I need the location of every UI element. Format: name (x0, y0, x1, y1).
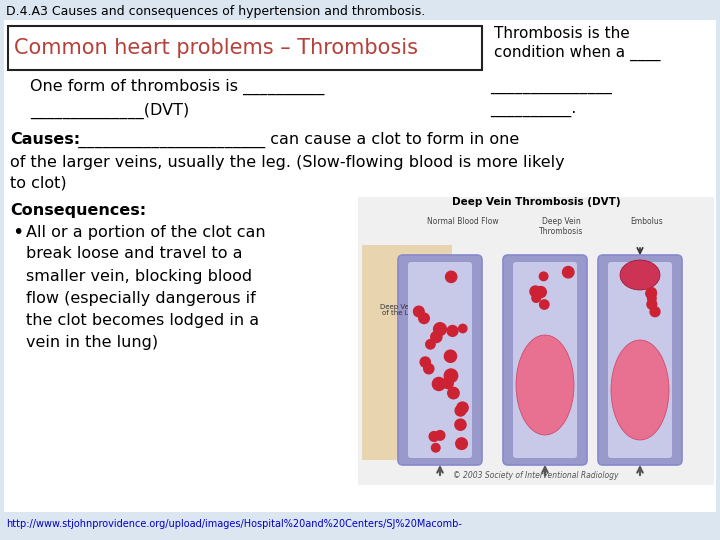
Circle shape (431, 443, 440, 452)
Circle shape (432, 377, 446, 390)
Text: to clot): to clot) (10, 176, 67, 191)
Text: flow (especially dangerous if: flow (especially dangerous if (26, 291, 256, 306)
Text: Deep Vein Thrombosis (DVT): Deep Vein Thrombosis (DVT) (451, 197, 621, 207)
Circle shape (647, 299, 657, 309)
Circle shape (650, 307, 660, 316)
Circle shape (456, 438, 467, 449)
Ellipse shape (611, 340, 669, 440)
Text: _______________________ can cause a clot to form in one: _______________________ can cause a clot… (68, 132, 519, 148)
Text: Deep Veins
of the Leg: Deep Veins of the Leg (380, 303, 420, 316)
Circle shape (413, 306, 424, 317)
Circle shape (646, 288, 657, 299)
Circle shape (429, 431, 439, 441)
Circle shape (426, 340, 435, 349)
Circle shape (530, 286, 541, 297)
Text: http://www.stjohnprovidence.org/upload/images/Hospital%20and%20Centers/SJ%20Maco: http://www.stjohnprovidence.org/upload/i… (6, 519, 462, 529)
Circle shape (535, 287, 546, 298)
Text: One form of thrombosis is __________: One form of thrombosis is __________ (30, 79, 325, 95)
Circle shape (455, 419, 466, 430)
Text: of the larger veins, usually the leg. (Slow-flowing blood is more likely: of the larger veins, usually the leg. (S… (10, 154, 564, 170)
Text: ______________(DVT): ______________(DVT) (30, 103, 189, 119)
Text: __________.: __________. (490, 104, 577, 118)
Text: Thrombosis is the: Thrombosis is the (494, 26, 630, 42)
Circle shape (447, 326, 458, 336)
Circle shape (436, 430, 445, 440)
Circle shape (459, 325, 467, 333)
Text: _______________: _______________ (490, 79, 612, 94)
Ellipse shape (620, 260, 660, 290)
Circle shape (562, 267, 574, 278)
FancyBboxPatch shape (408, 262, 472, 458)
Ellipse shape (516, 335, 574, 435)
Text: All or a portion of the clot can: All or a portion of the clot can (26, 225, 266, 240)
Circle shape (532, 294, 541, 302)
FancyBboxPatch shape (513, 262, 577, 458)
Circle shape (419, 313, 429, 323)
Bar (358, 197, 714, 485)
Circle shape (444, 369, 458, 382)
FancyBboxPatch shape (598, 255, 682, 465)
Text: •: • (12, 222, 23, 241)
Text: condition when a ____: condition when a ____ (494, 45, 660, 61)
Circle shape (431, 332, 442, 342)
Circle shape (455, 406, 466, 416)
Text: Causes:: Causes: (10, 132, 80, 147)
Circle shape (446, 271, 456, 282)
Circle shape (443, 378, 454, 389)
Circle shape (424, 364, 434, 374)
Text: break loose and travel to a: break loose and travel to a (26, 246, 243, 261)
Circle shape (420, 357, 431, 367)
FancyBboxPatch shape (503, 255, 587, 465)
Circle shape (648, 288, 656, 296)
Circle shape (539, 300, 549, 309)
FancyBboxPatch shape (608, 262, 672, 458)
Circle shape (539, 272, 548, 281)
Circle shape (448, 387, 459, 399)
Text: D.4.A3 Causes and consequences of hypertension and thrombosis.: D.4.A3 Causes and consequences of hypert… (6, 5, 426, 18)
Circle shape (433, 323, 446, 335)
Text: the clot becomes lodged in a: the clot becomes lodged in a (26, 313, 259, 327)
Text: Embolus: Embolus (631, 217, 663, 226)
Text: vein in the lung): vein in the lung) (26, 334, 158, 349)
Circle shape (457, 402, 468, 413)
FancyBboxPatch shape (362, 245, 452, 460)
Bar (8, 26, 482, 70)
Circle shape (444, 350, 456, 362)
Text: Common heart problems – Thrombosis: Common heart problems – Thrombosis (14, 38, 418, 58)
Circle shape (647, 294, 656, 303)
Text: Consequences:: Consequences: (10, 202, 146, 218)
Text: Deep Vein
Thrombosis: Deep Vein Thrombosis (539, 217, 583, 237)
FancyBboxPatch shape (398, 255, 482, 465)
Text: © 2003 Society of Interventional Radiology: © 2003 Society of Interventional Radiolo… (454, 471, 618, 481)
Text: Normal Blood Flow: Normal Blood Flow (427, 217, 499, 226)
Text: smaller vein, blocking blood: smaller vein, blocking blood (26, 268, 252, 284)
